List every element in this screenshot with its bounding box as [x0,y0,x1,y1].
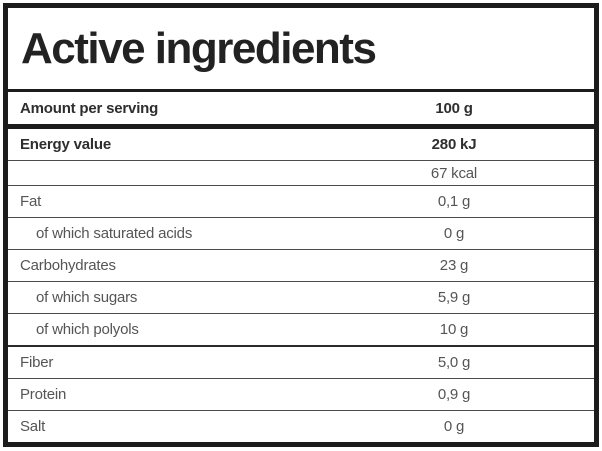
row-label: of which sugars [36,289,138,306]
table-row: 67 kcal [8,160,594,185]
nutrition-label-card: Active ingredients Amount per serving 10… [3,3,599,447]
table-row: Protein 0,9 g [8,378,594,410]
page-title: Active ingredients [21,23,377,73]
table-row: of which sugars 5,9 g [8,281,594,313]
table-row: Energy value 280 kJ [8,129,594,160]
row-label: Protein [20,386,67,403]
table-row: Carbohydrates 23 g [8,249,594,281]
row-value: 23 g [439,257,469,274]
table-row: Salt 0 g [8,410,594,442]
row-value: 0 g [443,418,465,435]
header-value: 100 g [435,99,473,117]
row-value: 280 kJ [431,136,477,153]
table-body: Energy value 280 kJ 67 kcal Fat 0,1 g of… [8,129,594,442]
header-label: Amount per serving [20,99,159,117]
table-row: Fiber 5,0 g [8,345,594,378]
table-row: of which saturated acids 0 g [8,217,594,249]
row-value: 67 kcal [430,164,478,182]
table-row: Fat 0,1 g [8,185,594,217]
row-value: 0,1 g [437,193,471,210]
table-header-row: Amount per serving 100 g [8,92,594,129]
row-value: 0 g [443,225,465,242]
title-bar: Active ingredients [8,8,594,92]
row-value: 5,0 g [437,354,471,371]
row-value: 5,9 g [437,289,471,306]
row-value: 10 g [439,321,469,338]
row-value: 0,9 g [437,386,471,403]
row-label: of which saturated acids [36,225,193,242]
row-label: Fat [20,193,42,210]
row-label: Energy value [20,136,111,153]
table-row: of which polyols 10 g [8,313,594,345]
row-label: Salt [20,418,46,435]
row-label: of which polyols [36,321,139,338]
row-label: Carbohydrates [20,257,116,274]
row-label: Fiber [20,354,54,371]
